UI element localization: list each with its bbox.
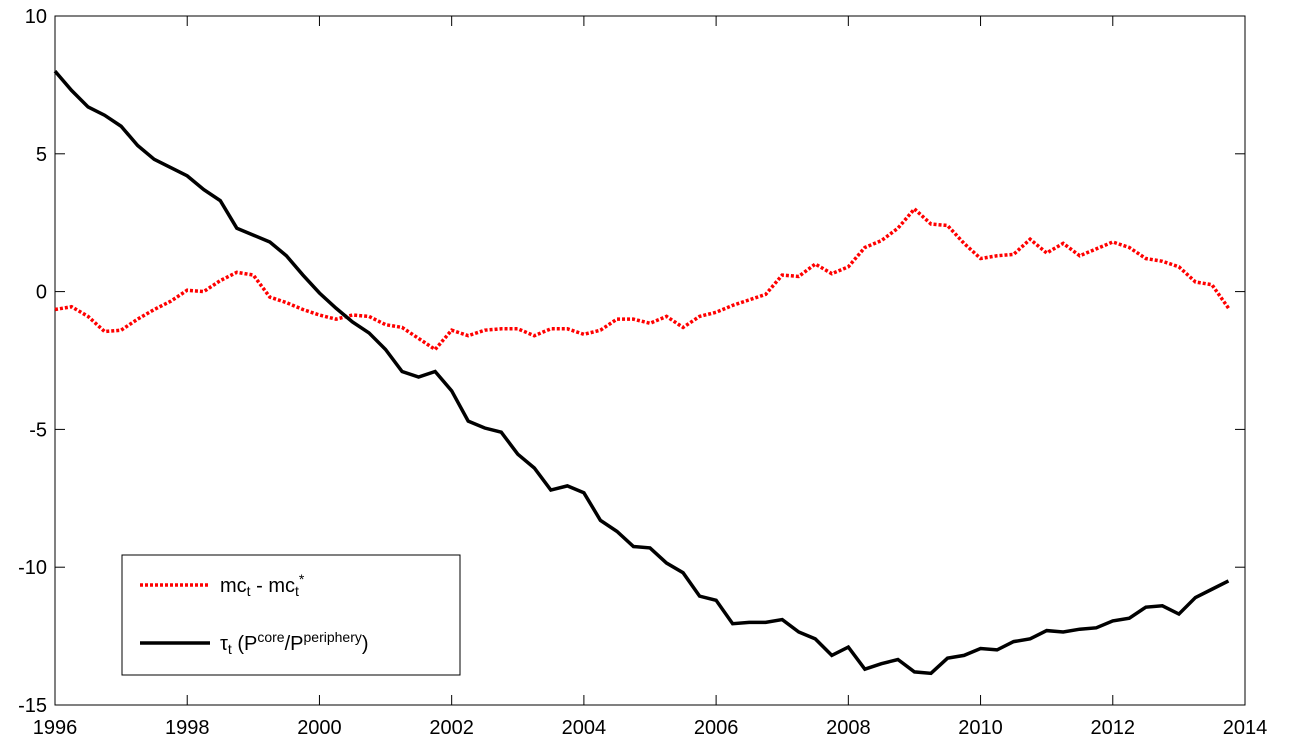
legend-label: τt (Pcore/Pperiphery) — [220, 629, 369, 658]
x-tick-label: 2004 — [562, 717, 607, 739]
x-tick-label: 2012 — [1091, 717, 1136, 739]
series-line — [54, 206, 1230, 352]
x-tick-label: 2002 — [429, 717, 474, 739]
legend-label: mct - mct* — [220, 571, 305, 600]
series-line — [53, 69, 1230, 676]
x-tick-label: 2014 — [1223, 717, 1268, 739]
x-tick-label: 2008 — [826, 717, 871, 739]
x-tick-label: 2006 — [694, 717, 739, 739]
y-tick-label: -15 — [18, 695, 47, 717]
x-tick-label: 1998 — [165, 717, 210, 739]
plot-frame — [54, 15, 1246, 706]
y-tick-label: -5 — [29, 419, 47, 441]
legend-box — [121, 554, 461, 676]
y-tick-label: 5 — [36, 144, 47, 166]
y-tick-label: 10 — [25, 6, 47, 28]
y-tick-label: 0 — [36, 282, 47, 304]
x-tick-label: 1996 — [33, 717, 78, 739]
x-tick-label: 2010 — [958, 717, 1003, 739]
x-tick-label: 2000 — [297, 717, 342, 739]
y-tick-label: -10 — [18, 557, 47, 579]
